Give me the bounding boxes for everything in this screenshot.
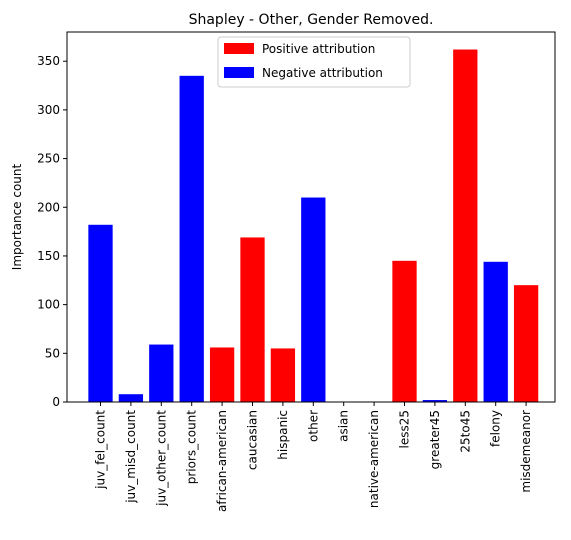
x-tick-label: native-american <box>367 410 381 508</box>
y-tick-label: 100 <box>37 298 60 312</box>
x-tick-label: felony <box>489 410 503 447</box>
y-axis-label: Importance count <box>10 163 24 270</box>
bar-african-american <box>209 347 235 402</box>
bar-priors_count <box>179 75 204 402</box>
bar-misdemeanor <box>513 285 539 402</box>
x-tick-label: juv_misd_count <box>124 410 138 504</box>
legend-box <box>217 36 411 88</box>
y-tick-label: 250 <box>37 152 60 166</box>
x-tick-label: asian <box>337 410 351 442</box>
x-axis-ticks: juv_fel_count juv_misd_count juv_other_cou… <box>94 402 533 512</box>
x-tick-label: other <box>306 410 320 442</box>
bar-felony <box>483 261 508 402</box>
y-axis-ticks: 0 50 100 150 200 250 300 350 <box>37 54 67 409</box>
bar-other <box>301 197 326 402</box>
bar-juv_misd_count <box>118 394 144 402</box>
bar-less25 <box>392 260 417 402</box>
y-tick-label: 50 <box>45 346 60 360</box>
bar-greater45 <box>422 400 448 402</box>
x-tick-label: misdemeanor <box>519 410 533 493</box>
legend-label-negative: Negative attribution <box>262 66 383 80</box>
x-tick-label: juv_other_count <box>154 410 168 507</box>
x-tick-label: less25 <box>398 410 412 449</box>
legend-swatch-negative <box>224 67 254 78</box>
bar-hispanic <box>270 348 296 402</box>
legend-label-positive: Positive attribution <box>262 42 375 56</box>
plot-frame <box>66 31 556 403</box>
legend-swatch-positive <box>224 43 254 54</box>
x-tick-label: hispanic <box>276 410 290 460</box>
x-tick-label: greater45 <box>428 410 442 469</box>
bar-juv_other_count <box>149 344 174 402</box>
x-tick-label: caucasian <box>246 410 260 470</box>
legend: Positive attribution Negative attributio… <box>217 36 411 88</box>
y-tick-label: 300 <box>37 103 60 117</box>
y-tick-label: 200 <box>37 200 60 214</box>
chart-title: Shapley - Other, Gender Removed. <box>189 12 434 28</box>
y-tick-label: 350 <box>37 54 60 68</box>
bar-juv_fel_count <box>88 224 113 402</box>
x-tick-label: priors_count <box>185 410 199 485</box>
bar-25to45 <box>453 49 478 402</box>
x-tick-label: 25to45 <box>458 410 472 453</box>
y-tick-label: 150 <box>37 249 60 263</box>
x-tick-label: juv_fel_count <box>94 410 108 490</box>
y-tick-label: 0 <box>52 395 60 409</box>
bars <box>88 49 539 402</box>
bar-caucasian <box>240 237 265 402</box>
x-tick-label: african-american <box>215 410 229 512</box>
